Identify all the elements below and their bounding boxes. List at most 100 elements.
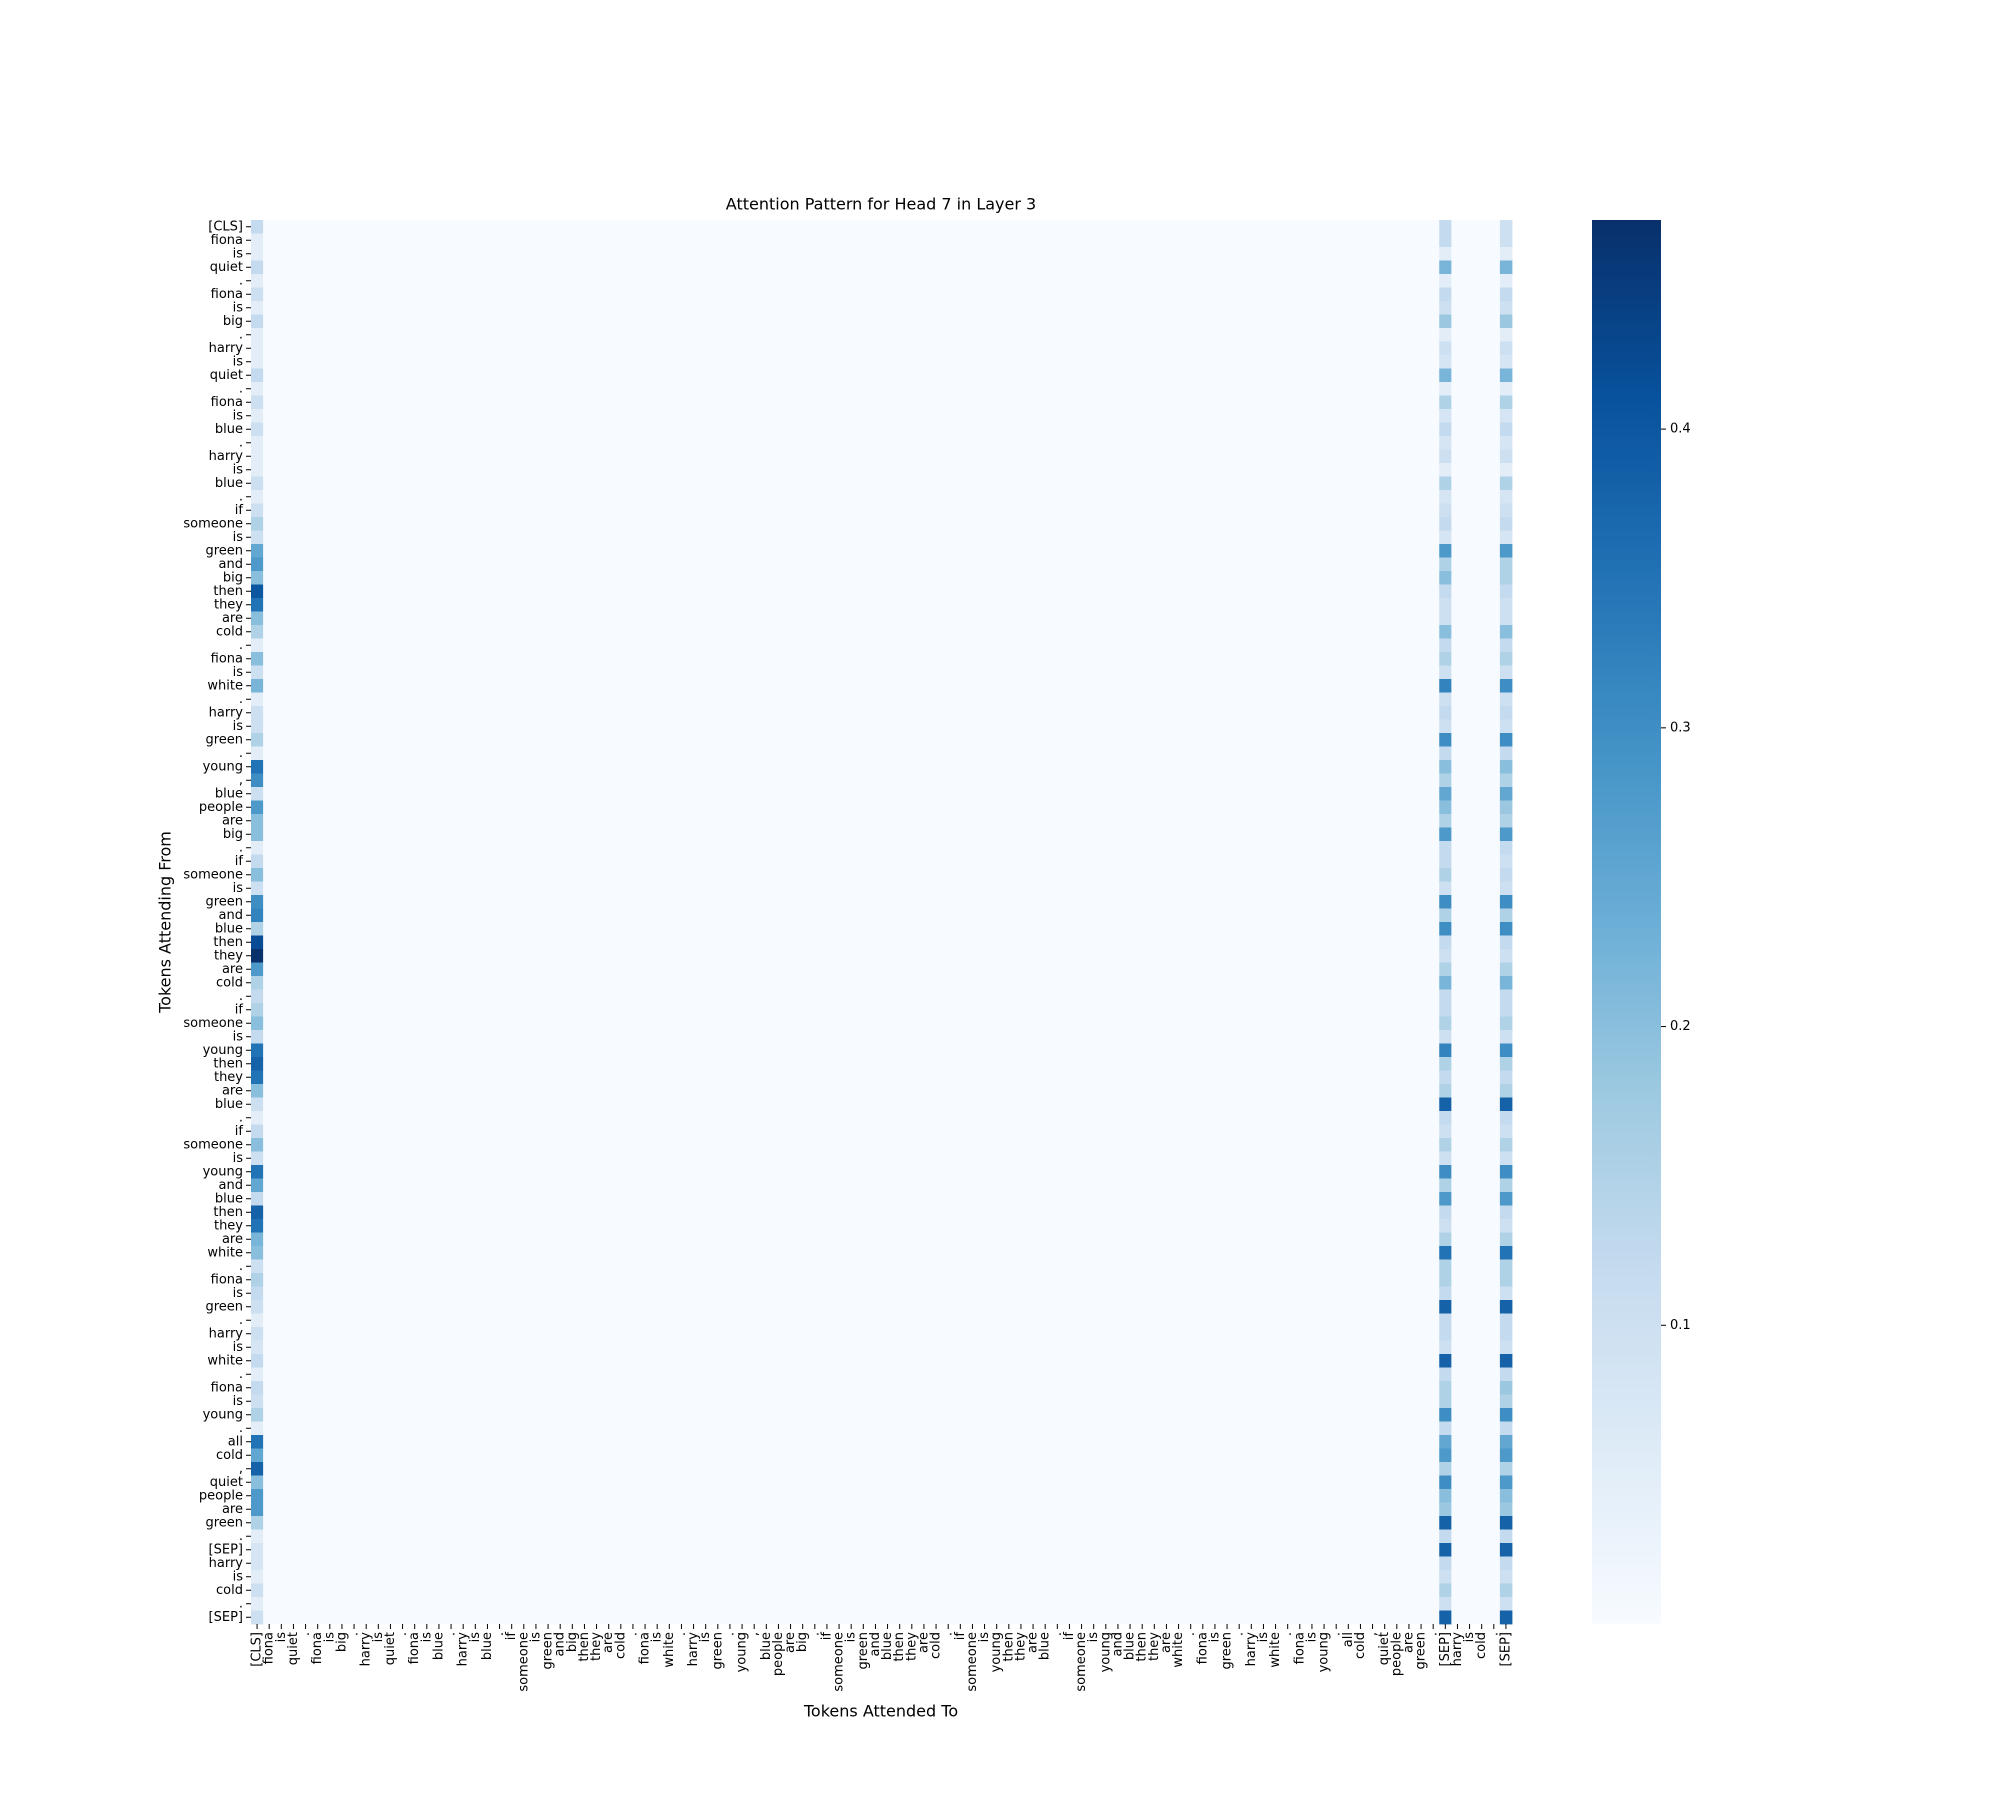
heatmap-cell xyxy=(1136,854,1149,869)
heatmap-cell xyxy=(1402,571,1416,585)
heatmap-cell xyxy=(517,530,531,545)
heatmap-cell xyxy=(1487,436,1501,450)
heatmap-cell xyxy=(1378,760,1392,774)
heatmap-cell xyxy=(626,571,640,585)
heatmap-cell xyxy=(554,476,567,491)
heatmap-cell xyxy=(1293,409,1307,423)
heatmap-cell xyxy=(796,544,810,558)
heatmap-cell xyxy=(1002,746,1016,761)
heatmap-cell xyxy=(299,260,313,275)
heatmap-cell xyxy=(1402,422,1416,437)
heatmap-cell xyxy=(1099,247,1113,261)
heatmap-cell xyxy=(845,652,858,666)
heatmap-cell xyxy=(1208,395,1222,410)
heatmap-cell xyxy=(857,233,870,248)
heatmap-cell xyxy=(1439,854,1452,869)
heatmap-cell xyxy=(1002,328,1016,342)
heatmap-cell xyxy=(1233,827,1246,842)
heatmap-cell xyxy=(699,233,713,248)
heatmap-cell xyxy=(360,274,373,288)
heatmap-cell xyxy=(1002,476,1016,491)
heatmap-cell xyxy=(602,220,616,234)
heatmap-cell xyxy=(335,679,349,693)
heatmap-cell xyxy=(1342,395,1355,410)
heatmap-cell xyxy=(1063,409,1076,423)
heatmap-cell xyxy=(1136,611,1149,626)
heatmap-cell xyxy=(1318,706,1331,720)
heatmap-cell xyxy=(760,463,773,477)
heatmap-cell xyxy=(699,449,713,464)
heatmap-cell xyxy=(1002,557,1016,572)
heatmap-cell xyxy=(529,220,543,234)
heatmap-cell xyxy=(930,787,943,801)
heatmap-cell xyxy=(1463,355,1477,369)
heatmap-cell xyxy=(845,463,858,477)
heatmap-cell xyxy=(954,706,967,720)
heatmap-cell xyxy=(469,557,482,572)
heatmap-cell xyxy=(881,530,895,545)
heatmap-cell xyxy=(748,490,761,504)
heatmap-cell xyxy=(311,692,325,707)
heatmap-cell xyxy=(590,517,604,531)
heatmap-cell xyxy=(869,544,882,558)
heatmap-cell xyxy=(1439,449,1452,464)
heatmap-cell xyxy=(251,625,264,639)
heatmap-cell xyxy=(942,260,955,275)
heatmap-cell xyxy=(384,328,397,342)
heatmap-cell xyxy=(639,503,652,518)
heatmap-cell xyxy=(323,665,337,680)
heatmap-cell xyxy=(1354,733,1367,747)
heatmap-cell xyxy=(1196,692,1210,707)
heatmap-cell xyxy=(893,814,907,828)
heatmap-cell xyxy=(1269,679,1283,693)
heatmap-cell xyxy=(348,274,361,288)
heatmap-cell xyxy=(1184,665,1198,680)
heatmap-cell xyxy=(808,395,822,410)
heatmap-cell xyxy=(893,328,907,342)
heatmap-cell xyxy=(978,517,992,531)
heatmap-cell xyxy=(614,503,628,518)
heatmap-cell xyxy=(554,571,567,585)
heatmap-cell xyxy=(1463,544,1477,558)
heatmap-cell xyxy=(1002,854,1016,869)
heatmap-cell xyxy=(1415,314,1428,329)
heatmap-cell xyxy=(566,719,579,734)
heatmap-cell xyxy=(1475,638,1489,653)
heatmap-cell xyxy=(893,638,907,653)
heatmap-cell xyxy=(1014,517,1028,531)
heatmap-cell xyxy=(299,800,313,815)
heatmap-cell xyxy=(1499,760,1513,774)
heatmap-cell xyxy=(639,800,652,815)
heatmap-cell xyxy=(1257,719,1270,734)
heatmap-cell xyxy=(1233,611,1246,626)
heatmap-cell xyxy=(1136,652,1149,666)
heatmap-cell xyxy=(954,746,967,761)
heatmap-cell xyxy=(1221,368,1234,383)
heatmap-cell xyxy=(1378,544,1392,558)
heatmap-cell xyxy=(1427,382,1440,396)
heatmap-cell xyxy=(626,395,640,410)
heatmap-cell xyxy=(517,557,531,572)
heatmap-cell xyxy=(1390,368,1404,383)
heatmap-cell xyxy=(930,652,943,666)
heatmap-cell xyxy=(978,341,992,356)
heatmap-cell xyxy=(348,530,361,545)
heatmap-cell xyxy=(1136,557,1149,572)
heatmap-cell xyxy=(323,301,337,315)
heatmap-cell xyxy=(966,314,979,329)
heatmap-cell xyxy=(614,638,628,653)
heatmap-cell xyxy=(784,449,798,464)
heatmap-cell xyxy=(1427,490,1440,504)
heatmap-cell xyxy=(1039,463,1052,477)
heatmap-cell xyxy=(1390,773,1404,788)
heatmap-cell xyxy=(335,571,349,585)
heatmap-cell xyxy=(493,368,507,383)
heatmap-cell xyxy=(663,314,676,329)
heatmap-cell xyxy=(651,773,664,788)
heatmap-cell xyxy=(578,301,591,315)
heatmap-cell xyxy=(1293,436,1307,450)
heatmap-cell xyxy=(1281,436,1295,450)
heatmap-cell xyxy=(360,287,373,302)
heatmap-cell xyxy=(287,395,300,410)
heatmap-cell xyxy=(408,274,422,288)
